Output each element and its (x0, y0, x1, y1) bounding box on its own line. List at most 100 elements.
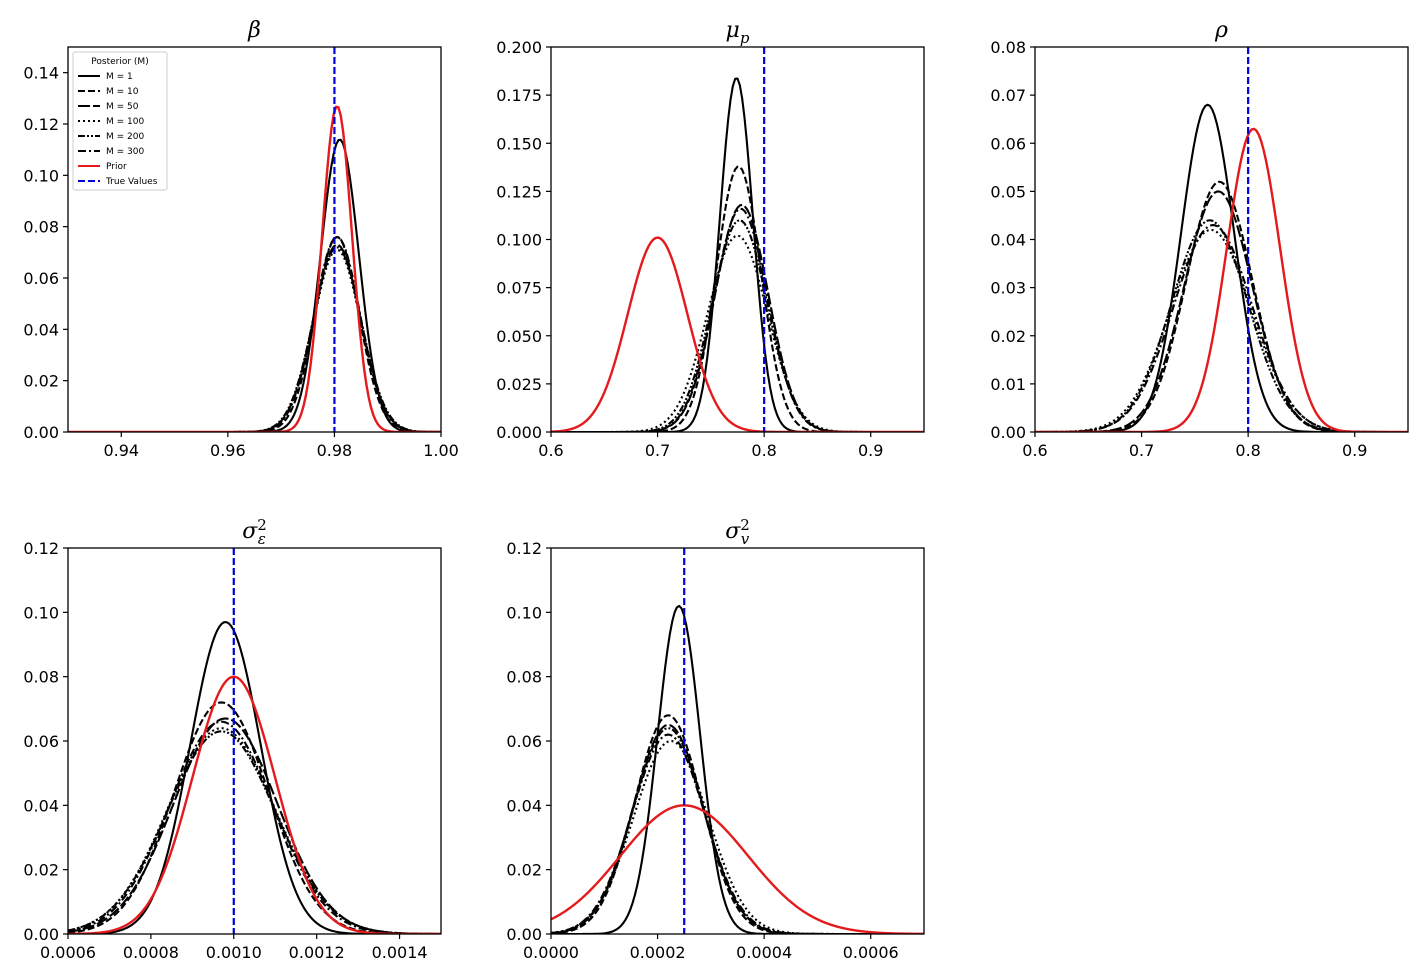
panel-title-superscript: 2 (740, 516, 750, 534)
y-tick-label: 0.06 (506, 732, 542, 751)
chart-panel-4: σ2 ε 0.0006 0.0008 0.0010 0.0012 0.0014 0.00 0.0… (23, 516, 442, 962)
y-tick-label: 0.025 (496, 375, 542, 394)
series-line-m-1 (1035, 103, 1408, 432)
y-tick-label: 0.05 (990, 182, 1026, 201)
chart-panel-5: σ2 v 0.0000 0.0002 0.0004 0.0006 0.00 0.02 0.04 0… (506, 516, 925, 962)
y-tick-label: 0.050 (496, 327, 542, 346)
y-tick-label: 0.150 (496, 134, 542, 153)
y-tick-label: 0.125 (496, 182, 542, 201)
y-tick-label: 0.10 (23, 166, 59, 185)
y-tick-label: 0.12 (23, 115, 59, 134)
y-tick-label: 0.06 (23, 732, 59, 751)
x-tick-label: 0.98 (317, 441, 353, 460)
axes-frame (550, 547, 925, 935)
y-tick-label: 0.02 (506, 861, 542, 880)
y-tick-label: 0.06 (990, 134, 1026, 153)
series-line-m-10 (68, 236, 441, 432)
series-line-prior (551, 804, 924, 934)
x-tick-label: 0.8 (751, 441, 776, 460)
chart-panel-3: ρ 0.6 0.7 0.8 0.9 0.00 0.01 0.02 0.03 0.04 0.05 0.0… (990, 18, 1409, 460)
y-tick-label: 0.04 (23, 320, 59, 339)
panel-title-subscript: ε (258, 530, 266, 548)
axes-frame (67, 547, 442, 935)
axes-frame (1034, 46, 1409, 433)
legend-entry-label: M = 50 (106, 102, 139, 112)
x-tick-label: 1.00 (423, 441, 459, 460)
y-tick-label: 0.14 (23, 64, 59, 83)
x-tick-label: 0.9 (858, 441, 883, 460)
legend-entry-label: M = 200 (106, 132, 144, 142)
y-tick-label: 0.08 (990, 38, 1026, 57)
series-line-m-300 (551, 733, 924, 934)
series-line-m-10 (1035, 180, 1408, 432)
panel-title: ρ (1214, 18, 1228, 43)
x-tick-label: 0.8 (1235, 441, 1260, 460)
y-tick-label: 0.02 (990, 327, 1026, 346)
x-tick-label: 0.0006 (40, 943, 96, 962)
series-line-m-50 (551, 203, 924, 432)
panel-title-symbol: σ (725, 519, 741, 544)
y-tick-label: 0.02 (23, 861, 59, 880)
series-line-m-100 (551, 234, 924, 432)
panel-title-symbol: σ (242, 519, 258, 544)
y-tick-label: 0.02 (23, 372, 59, 391)
series-line-m-300 (68, 720, 441, 934)
legend-entry-label: M = 100 (106, 117, 144, 127)
series-line-prior (551, 236, 924, 432)
y-tick-label: 0.00 (506, 925, 542, 944)
y-tick-label: 0.10 (23, 603, 59, 622)
series-line-m-1 (551, 77, 924, 432)
x-tick-label: 0.6 (538, 441, 563, 460)
series-line-m-50 (68, 717, 441, 934)
series-line-m-10 (551, 714, 924, 934)
panel-title: μp (726, 18, 750, 47)
y-tick-label: 0.12 (23, 539, 59, 558)
legend-box (72, 51, 168, 191)
panel-title-subscript: p (740, 29, 750, 47)
y-tick-label: 0.07 (990, 86, 1026, 105)
panel-title: σ2 v (725, 516, 750, 548)
series-group (551, 77, 924, 432)
chart-panel-2: μp 0.6 0.7 0.8 0.9 0.000 0.025 0.050 0.075 0.100 0… (496, 18, 925, 460)
x-tick-label: 0.0010 (206, 943, 262, 962)
y-tick-label: 0.04 (506, 796, 542, 815)
y-tick-label: 0.200 (496, 38, 542, 57)
y-tick-label: 0.000 (496, 423, 542, 442)
x-tick-label: 0.0008 (123, 943, 179, 962)
axes-frame (67, 46, 442, 433)
y-tick-label: 0.08 (506, 668, 542, 687)
y-tick-label: 0.08 (23, 218, 59, 237)
series-line-m-300 (1035, 224, 1408, 432)
y-tick-label: 0.08 (23, 668, 59, 687)
panel-title-symbol: β (247, 18, 261, 43)
axes-frame (550, 46, 925, 433)
panel-title: β (247, 18, 261, 43)
legend-entry-label: M = 1 (106, 72, 133, 82)
legend-title: Posterior (M) (91, 57, 148, 67)
x-tick-label: 0.7 (645, 441, 670, 460)
y-tick-label: 0.04 (990, 231, 1026, 250)
panel-title: σ2 ε (242, 516, 267, 548)
panel-title-symbol: ρ (1214, 18, 1228, 43)
series-line-m-100 (68, 727, 441, 934)
series-line-m-10 (551, 165, 924, 432)
y-tick-label: 0.10 (506, 603, 542, 622)
legend-entry-label: M = 300 (106, 147, 144, 157)
legend-entry-label: True Values (105, 177, 158, 187)
x-tick-label: 0.0002 (630, 943, 686, 962)
x-tick-label: 0.0000 (523, 943, 579, 962)
y-tick-label: 0.00 (23, 423, 59, 442)
x-tick-label: 0.0012 (289, 943, 345, 962)
y-tick-label: 0.00 (23, 925, 59, 944)
chart-panel-1: β 0.94 0.96 0.98 1.00 0.00 0.02 0.04 0.06 0.08 0.1… (23, 18, 458, 460)
y-tick-label: 0.100 (496, 231, 542, 250)
series-line-m-50 (68, 243, 441, 432)
x-tick-label: 0.9 (1342, 441, 1367, 460)
panel-title-symbol: μ (726, 18, 740, 43)
series-line-m-200 (551, 219, 924, 432)
y-tick-label: 0.12 (506, 539, 542, 558)
y-tick-label: 0.04 (23, 796, 59, 815)
y-tick-label: 0.00 (990, 423, 1026, 442)
x-tick-label: 0.0006 (843, 943, 899, 962)
